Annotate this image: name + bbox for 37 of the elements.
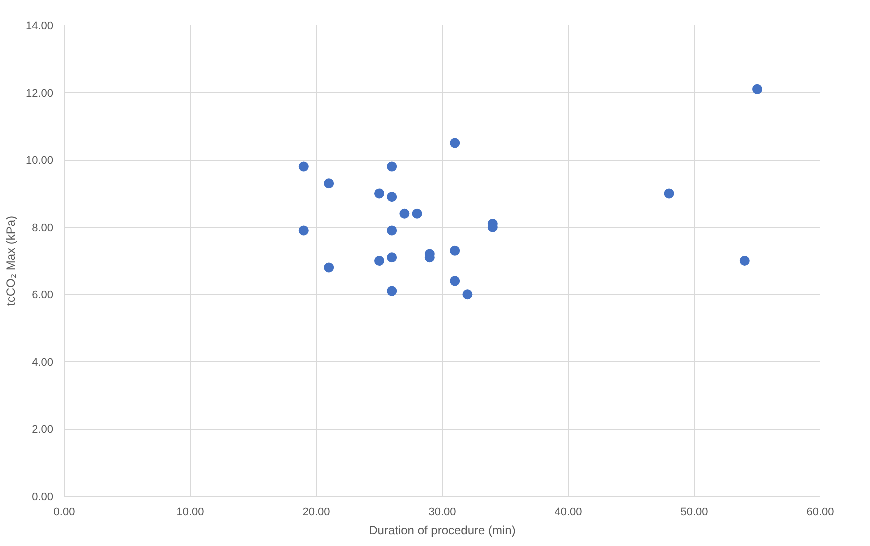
x-tick-label: 50.00 [680,506,708,518]
x-tick-label: 0.00 [54,506,76,518]
point [387,192,398,202]
point [374,188,384,199]
y-tick-label: 12.00 [26,88,54,100]
point [740,256,750,266]
x-tick-label: 10.00 [176,506,204,518]
point [387,226,398,236]
y-tick-label: 2.00 [32,424,54,436]
y-tick-label: 8.00 [32,222,54,234]
y-tick-label: 6.00 [32,290,54,302]
point [664,188,674,199]
point [752,84,762,94]
point [387,286,398,296]
point [387,162,398,172]
y-tick-label: 0.00 [32,492,54,504]
point [450,276,460,286]
x-tick-label: 60.00 [806,506,834,518]
point [298,226,309,236]
x-tick-label: 40.00 [554,506,582,518]
point [298,162,309,172]
y-tick-label: 14.00 [26,20,54,32]
x-tick-label: 20.00 [302,506,330,518]
point [387,252,398,263]
point [324,178,334,189]
point [400,208,410,219]
y-tick-label: 10.00 [26,155,54,168]
point [374,256,384,266]
point [450,246,460,256]
point [450,138,460,148]
point [412,208,422,219]
y-tick-label: 4.00 [32,356,54,369]
point [324,262,334,273]
point [462,290,473,300]
x-tick-label: 30.00 [428,506,456,518]
x-axis-title: Duration of procedure (min) [369,524,516,538]
y-axis-title: tcCO₂ Max (kPa) [4,216,18,306]
